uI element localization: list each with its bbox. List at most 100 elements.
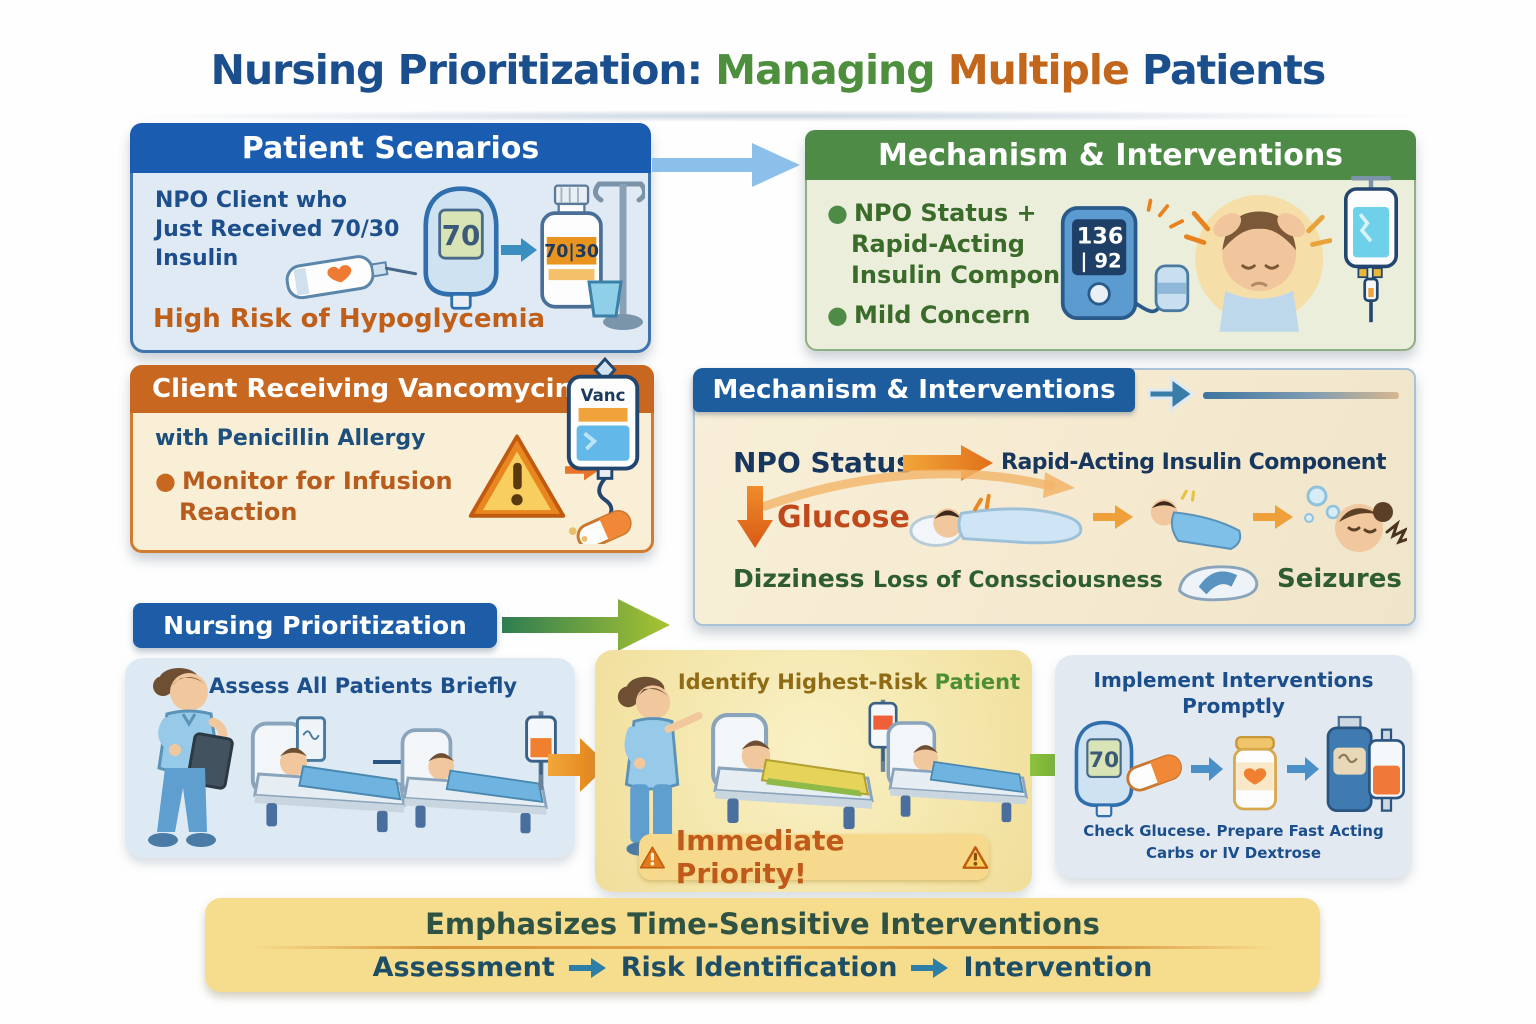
footer-title: Emphasizes Time-Sensitive Interventions (425, 907, 1100, 941)
bullet2-label: Mild Concern (853, 301, 1031, 329)
progression-arrow-icon (1253, 505, 1293, 529)
vanc-bag-label: Vanc (581, 386, 626, 405)
progression-arrow-icon (1093, 505, 1133, 529)
title-part-3: Multiple (947, 46, 1130, 94)
footer-divider (249, 946, 1276, 949)
panel-mechanism-top: Mechanism & Interventions ● NPO Status + … (805, 130, 1416, 351)
immediate-priority-label: Immediate Priority! (675, 824, 845, 890)
title-part-2: Managing (715, 46, 935, 94)
capsule-icon (1126, 754, 1182, 792)
immediate-priority-banner: Immediate Priority! (639, 824, 989, 890)
vanc-bullet-line1: Monitor for Infusion (181, 467, 453, 495)
nurse-with-tablet-icon (148, 668, 234, 847)
headache-person-icon (1183, 194, 1332, 332)
nursing-prioritization-label: Nursing Prioritization (163, 611, 467, 640)
implement-title-line2: Promptly (1182, 694, 1285, 718)
implement-caption-line1: Check Glucese. Prepare Fast Acting (1083, 822, 1384, 840)
patient-bed-icon (400, 728, 548, 834)
mechanism-top-bullet-2: ● Mild Concern (827, 300, 1030, 331)
down-arrow-icon (737, 486, 773, 548)
title-part-4: Patients (1142, 46, 1326, 94)
footer-step-assessment: Assessment (372, 952, 555, 983)
warning-triangle-icon (468, 434, 566, 518)
symptom-seizures-label: Seizures (1277, 564, 1402, 594)
assess-title: Assess All Patients Briefly (209, 674, 518, 698)
vancomycin-line-1: with Penicillin Allergy (155, 426, 426, 451)
flow-step-arrow-icon (911, 957, 949, 978)
flow-arrow-scenario-to-mechanism-icon (652, 143, 800, 187)
nursing-prioritization-banner: Nursing Prioritization (133, 603, 497, 648)
panel-identify: Identify Highest-Risk Patient (595, 650, 1032, 892)
vanc-bullet-line2: Reaction (179, 498, 298, 527)
dextrose-bottle-iv-icon (1326, 715, 1405, 812)
header-arrow-icon (1147, 375, 1195, 413)
insulin-pen-icon (285, 255, 418, 300)
cgm-reading-bottom: | 92 (1080, 250, 1121, 273)
warning-triangle-icon (639, 845, 666, 869)
seizure-person-icon (1304, 485, 1407, 552)
high-risk-patient-bed-icon (711, 713, 874, 830)
flow-arrow-banner-icon (502, 599, 670, 651)
iv-pole-icon (587, 181, 645, 330)
patient-scenario-description: NPO Client who Just Received 70/30 Insul… (155, 186, 399, 273)
flow-step-arrow-icon (568, 957, 606, 978)
glucose-label: Glucose (777, 500, 910, 535)
collapsed-person-icon (1150, 490, 1242, 550)
mechanism-mid-header: Mechanism & Interventions (693, 368, 1135, 412)
insulin-bottle-icon: 70|30 (540, 184, 603, 309)
patient-scenarios-header: Patient Scenarios (130, 123, 651, 173)
cup-icon (587, 280, 623, 318)
vancomycin-bullet: ● Monitor for Infusion Reaction (155, 466, 453, 528)
header-arrow-line (1203, 392, 1399, 399)
panel-patient-scenarios: Patient Scenarios NPO Client who Just Re… (130, 123, 651, 353)
implement-title-line1: Implement Interventions (1093, 668, 1374, 692)
glucometer-reading: 70 (442, 219, 481, 252)
bullet1-line2: Rapid-Acting (851, 230, 1025, 259)
risk-label: High Risk of Hypoglycemia (153, 304, 546, 334)
capsule-icon (576, 510, 632, 544)
bullet1-line1: NPO Status + (853, 199, 1037, 227)
unconscious-person-icon (909, 493, 1083, 547)
rapid-acting-label: Rapid-Acting Insulin Component (1001, 450, 1386, 475)
glucometer-icon: 70 (423, 186, 499, 310)
symptom-loc-label: Loss of Conssciousness (873, 568, 1163, 593)
bullet-dot-icon: ● (155, 467, 176, 495)
cgm-reading-top: 136 (1077, 223, 1124, 249)
footer-step-risk-identification: Risk Identification (620, 952, 898, 983)
scenario-line-3: Insulin (155, 246, 239, 272)
vancomycin-iv-bag-icon: Vanc (566, 356, 640, 544)
panel-vancomycin: Client Receiving Vancomycin with Penicil… (130, 356, 654, 553)
title-part-1: Nursing Prioritization: (210, 46, 703, 94)
iv-bag-icon (1344, 175, 1398, 323)
footer-banner: Emphasizes Time-Sensitive Interventions … (205, 898, 1320, 992)
scenario-line-1: NPO Client who (155, 188, 347, 213)
implement-title: Implement Interventions Promptly (1055, 667, 1412, 719)
glucometer-small-icon: 70 (1074, 720, 1134, 818)
glucometer-reading: 70 (1089, 748, 1119, 773)
symptom-dizziness-label: Dizziness (733, 564, 865, 593)
curved-arrow-icon (760, 469, 1075, 511)
arrow-right-icon (1287, 757, 1319, 781)
implement-caption-line2: Carbs or IV Dextrose (1145, 843, 1322, 862)
patient-bed-icon (886, 721, 1028, 823)
cgm-glucometer-icon: 136 | 92 (1060, 198, 1190, 320)
iv-stand-icon (525, 711, 557, 790)
footer-flow: Assessment Risk Identification Intervent… (205, 952, 1320, 983)
identify-title-part1: Identify Highest-Risk (677, 670, 928, 694)
juice-jar-icon (1233, 735, 1277, 811)
mechanism-mid-header-label: Mechanism & Interventions (712, 375, 1116, 405)
vancomycin-header-label: Client Receiving Vancomycin (152, 374, 574, 404)
arrow-right-icon (1191, 757, 1223, 781)
identify-title: Identify Highest-Risk Patient (673, 670, 1025, 694)
slipper-icon (1178, 565, 1259, 602)
warning-triangle-icon (962, 845, 989, 869)
mechanism-top-header: Mechanism & Interventions (805, 130, 1416, 180)
panel-assess: Assess All Patients Briefly (125, 658, 575, 858)
footer-step-intervention: Intervention (963, 952, 1153, 983)
bottle-label: 70|30 (544, 242, 599, 262)
identify-title-part2: Patient (934, 670, 1021, 694)
patient-scenarios-header-label: Patient Scenarios (241, 130, 540, 166)
bullet-dot-icon: ● (827, 301, 848, 329)
arrow-right-icon (501, 238, 537, 262)
